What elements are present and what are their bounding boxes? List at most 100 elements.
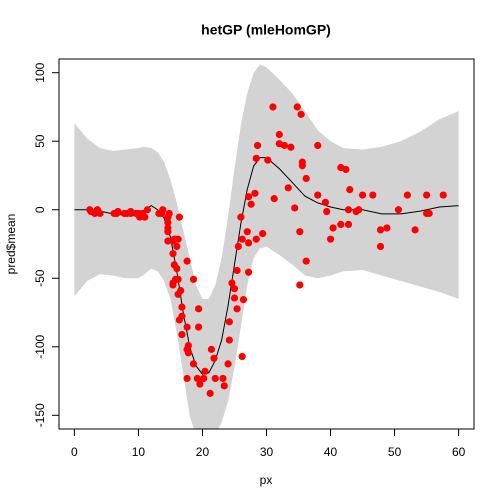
data-point [329, 224, 337, 232]
data-point [177, 286, 185, 295]
data-point [183, 257, 191, 265]
data-point [252, 235, 260, 243]
data-point [169, 250, 177, 258]
data-point [173, 242, 181, 251]
confidence-band [74, 64, 459, 429]
data-point [195, 305, 203, 313]
y-tick-label: 0 [33, 206, 47, 213]
data-point [189, 360, 198, 368]
data-point [174, 275, 182, 283]
data-point [184, 349, 192, 357]
data-point [196, 380, 204, 388]
data-point [220, 382, 228, 390]
data-point [344, 206, 353, 214]
data-point [178, 312, 186, 320]
data-point [337, 220, 345, 229]
data-point [228, 279, 236, 287]
data-point [165, 209, 173, 218]
data-point [189, 275, 198, 283]
data-point [296, 281, 304, 289]
data-point [174, 235, 182, 243]
data-point [173, 264, 181, 273]
data-point [302, 257, 310, 265]
data-point [193, 374, 201, 383]
x-tick-label: 0 [71, 445, 78, 459]
data-point [314, 191, 322, 199]
data-point [344, 220, 353, 229]
data-point [394, 206, 403, 214]
data-point [376, 226, 385, 234]
data-point [275, 130, 283, 139]
x-tick-label: 50 [388, 445, 402, 459]
data-point [244, 268, 253, 276]
data-point [238, 352, 246, 361]
data-point [297, 110, 305, 118]
data-point [358, 191, 367, 199]
data-point [230, 285, 239, 293]
data-point [287, 143, 295, 151]
data-point [369, 191, 377, 199]
data-point [184, 341, 192, 350]
data-point [244, 193, 253, 201]
data-point [291, 204, 299, 212]
data-point [183, 323, 191, 331]
data-point [247, 200, 255, 208]
data-point [233, 305, 241, 313]
data-point [280, 141, 289, 150]
y-tick-label: -100 [33, 334, 47, 358]
data-point [164, 218, 172, 227]
data-point [211, 374, 219, 383]
data-point [141, 213, 149, 221]
data-point [169, 281, 177, 289]
y-tick-label: -150 [33, 403, 47, 427]
data-point [284, 184, 292, 192]
data-point [234, 242, 242, 251]
data-point [326, 235, 335, 243]
data-point [342, 165, 350, 174]
y-tick-label: -50 [33, 269, 47, 287]
data-point [127, 209, 135, 218]
data-point [178, 303, 186, 311]
data-point [293, 103, 301, 111]
data-point [239, 296, 248, 304]
data-point [219, 374, 227, 383]
data-point [423, 191, 431, 199]
x-tick-label: 10 [132, 445, 146, 459]
data-point [225, 318, 233, 326]
data-point [210, 354, 218, 362]
plot-area [74, 64, 459, 429]
data-point [269, 103, 277, 111]
data-point [114, 207, 122, 216]
data-point [346, 185, 354, 194]
chart-title: hetGP (mleHomGP) [201, 22, 331, 38]
data-point [403, 191, 411, 199]
data-point [259, 229, 267, 238]
data-point [270, 195, 278, 203]
x-axis-label: px [260, 473, 273, 487]
data-point [164, 237, 172, 245]
data-point [355, 206, 363, 214]
y-tick-label: 50 [33, 134, 47, 148]
data-point [237, 213, 245, 221]
data-point [314, 141, 322, 150]
data-point [376, 242, 385, 251]
data-point [264, 156, 272, 164]
data-point [439, 191, 447, 199]
x-tick-label: 60 [452, 445, 466, 459]
y-axis-label: pred$mean [4, 214, 18, 275]
data-point [200, 374, 208, 383]
data-point [298, 162, 306, 170]
data-point [296, 228, 304, 236]
data-point [321, 198, 330, 206]
data-point [178, 330, 186, 339]
data-point [302, 174, 310, 183]
data-point [253, 141, 262, 150]
data-point [425, 209, 433, 218]
data-point [411, 226, 419, 234]
data-point [175, 213, 184, 221]
data-point [243, 228, 251, 236]
data-point [251, 189, 259, 197]
data-point [143, 206, 151, 214]
x-tick-label: 40 [324, 445, 338, 459]
